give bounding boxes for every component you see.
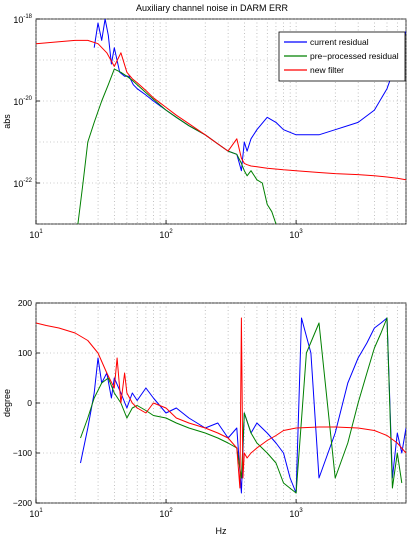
legend-label-new-filter: new filter [310,65,344,75]
series-line-pre-processed-residual [80,317,403,494]
y-tick-label: 10-18 [13,14,32,25]
y-tick-label: 0 [27,398,32,408]
x-tick-label: 103 [289,229,303,240]
figure-title: Auxiliary channel noise in DARM ERR [136,3,289,13]
phase-panel: 101 102 103 200 100 0 −100 −200 degree Hz [2,298,407,536]
y-tick-label: −200 [13,498,32,508]
legend-label-current-residual: current residual [310,37,369,47]
y-tick-label: −100 [13,448,32,458]
y-tick-label: 10-20 [13,96,32,107]
series-line-new-filter [36,317,406,489]
series-group [36,317,406,494]
plot-area [35,302,407,504]
series-line-pre-processed-residual [77,68,277,224]
legend: current residual pre−processed residual … [278,31,406,82]
x-tick-label: 102 [159,229,173,240]
y-tick-label: 100 [18,348,32,358]
legend-label-pre-processed-residual: pre−processed residual [310,51,399,61]
series-line-new-filter [36,39,406,181]
y-axis-label: abs [2,114,12,129]
y-tick-label: 10-22 [13,178,32,189]
x-tick-label: 102 [159,508,173,519]
y-tick-label: 200 [18,298,32,308]
y-axis-label: degree [2,389,12,417]
x-tick-label: 101 [29,229,43,240]
series-group [36,19,406,224]
x-tick-label: 101 [29,508,43,519]
x-tick-label: 103 [289,508,303,519]
x-axis-label: Hz [216,526,227,536]
